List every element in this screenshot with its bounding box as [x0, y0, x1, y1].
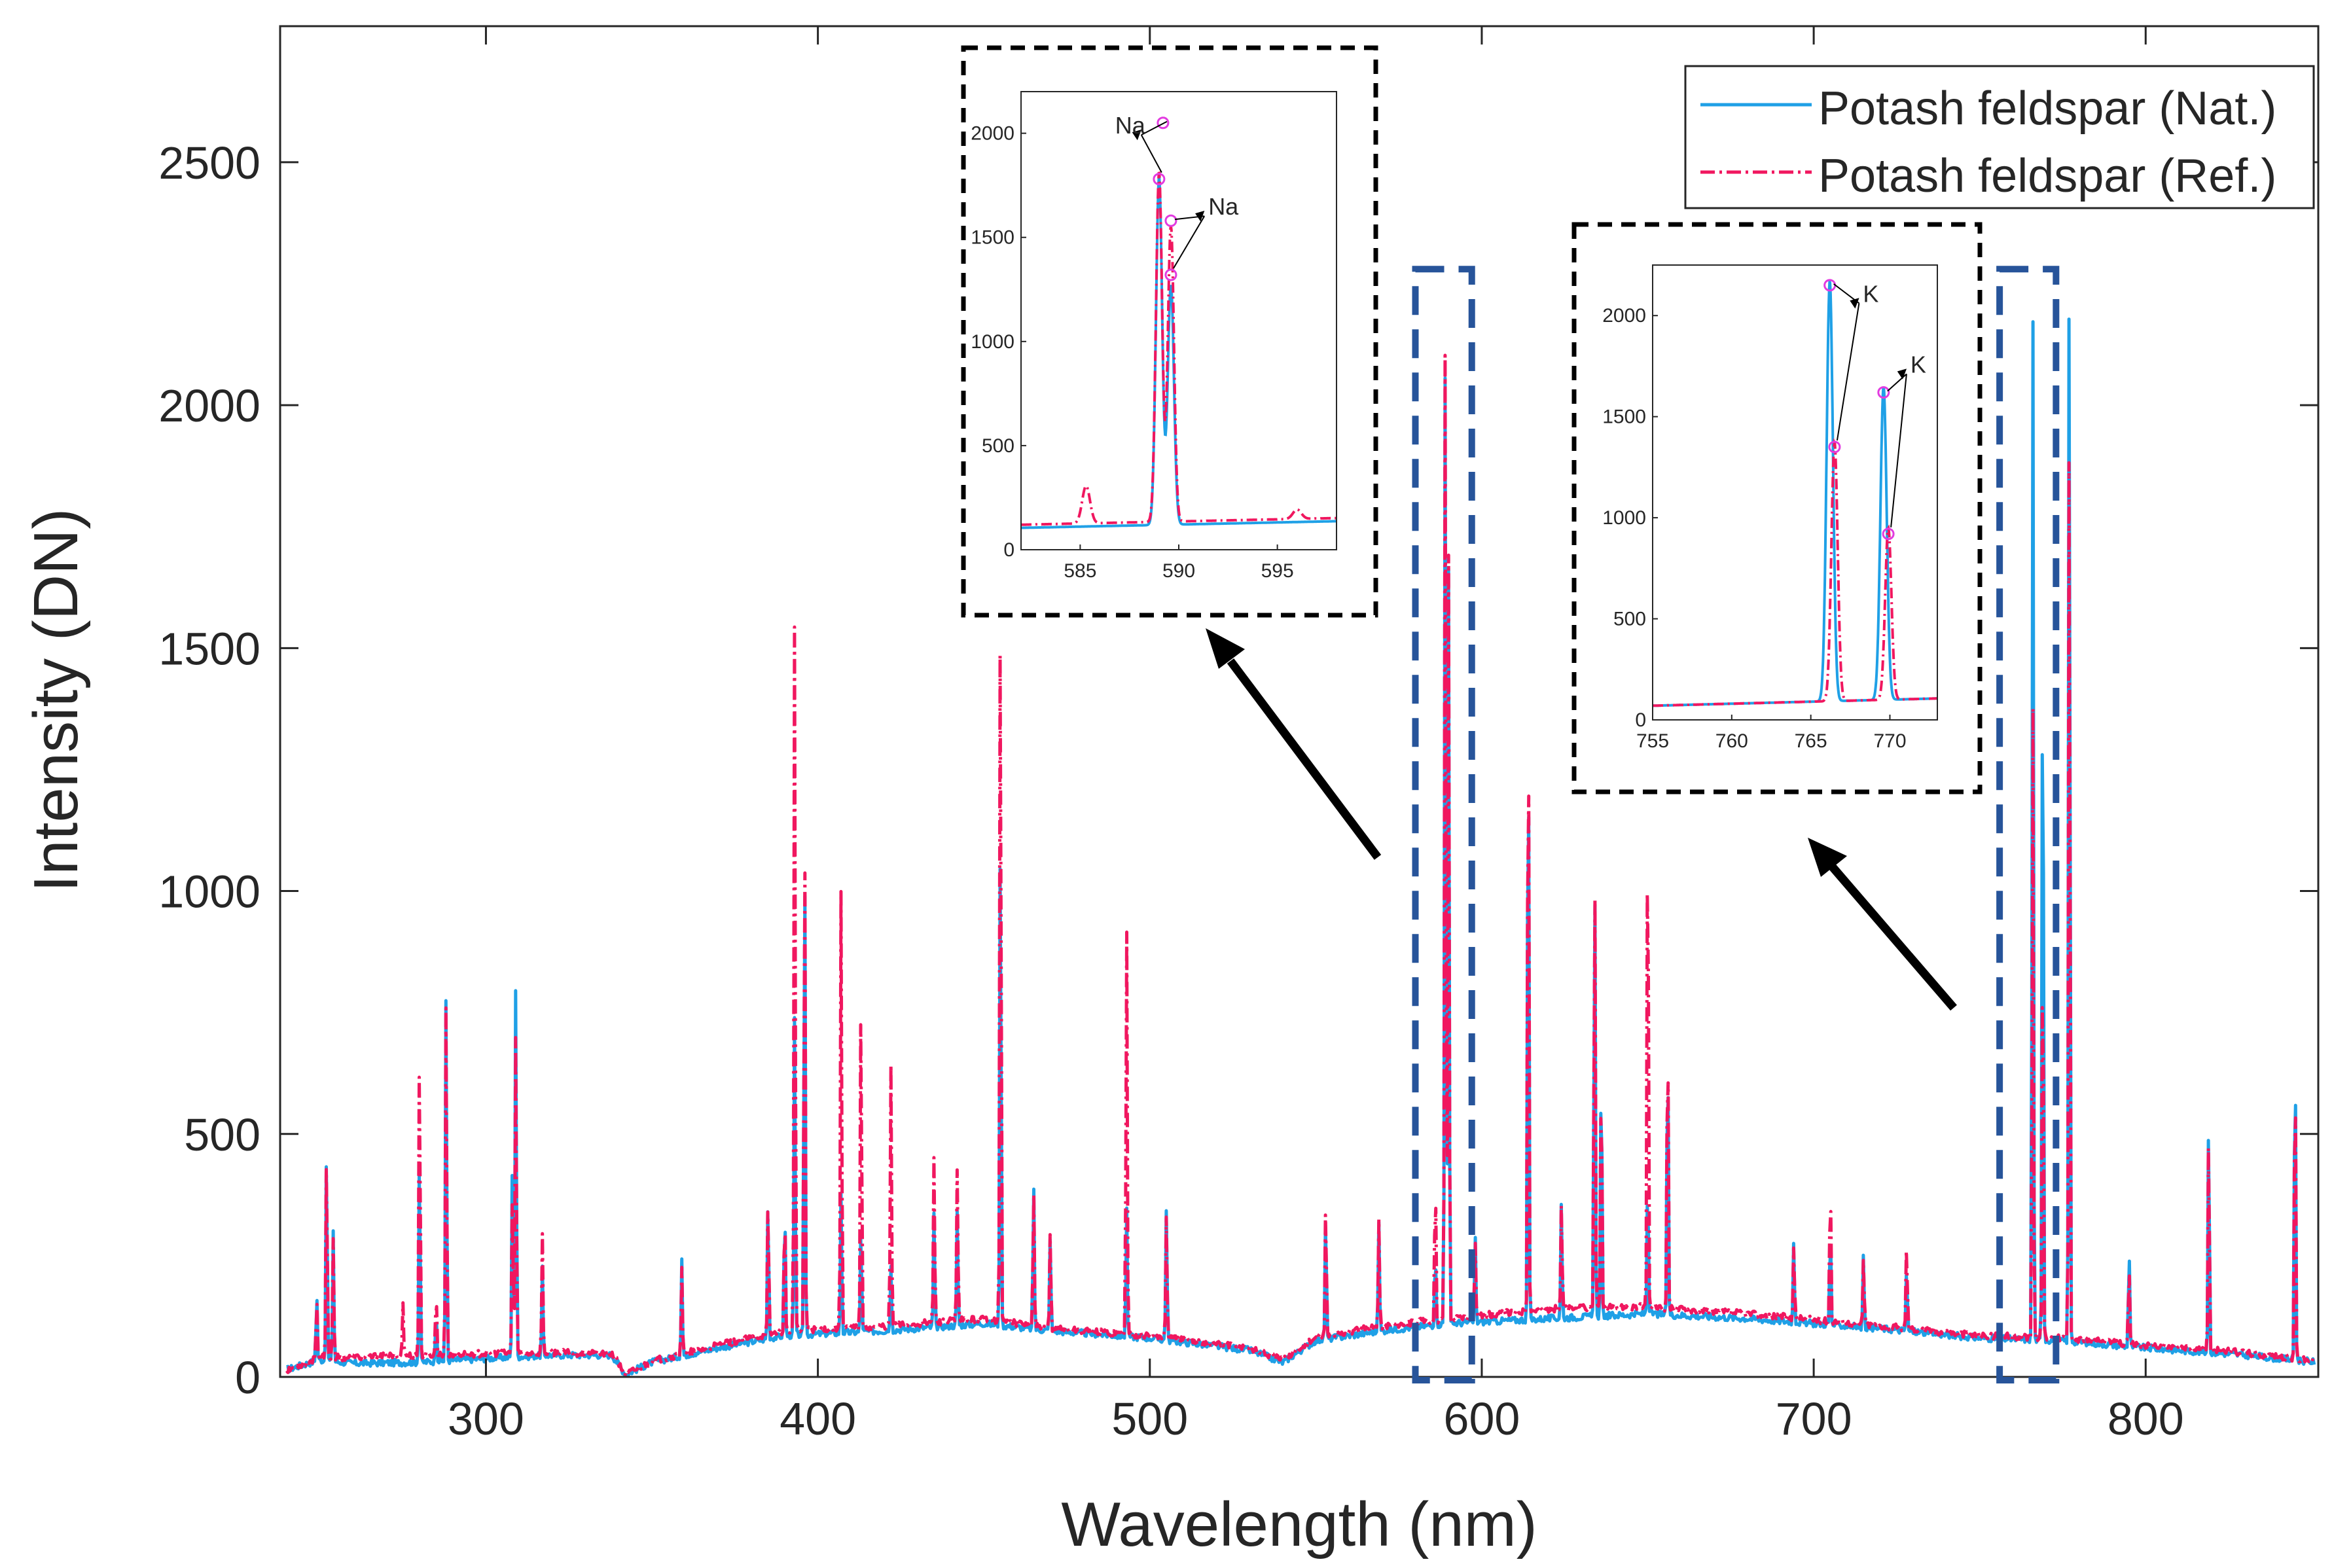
- inset-na-lines: 585 590 595 0 500 1000 1500 2000 Na Na: [961, 45, 1378, 618]
- zoom-box-k: [1996, 266, 2060, 1383]
- inset-k-annotations: KK: [1823, 279, 1926, 541]
- peak-marker-na: [1153, 173, 1166, 186]
- inset-y-tick-label: 1500: [971, 227, 1014, 249]
- inset-y-tick-label: 1000: [1602, 507, 1646, 529]
- inset-na-series-ref: [1021, 171, 1337, 526]
- inset-y-tick-label: 0: [1635, 709, 1646, 731]
- x-tick-label: 700: [1776, 1393, 1852, 1444]
- annotation-arrow-na: [1140, 134, 1162, 173]
- inset-y-tick-label: 500: [1613, 609, 1646, 630]
- annotation-arrowhead-na: [1195, 211, 1205, 222]
- inset-x-tick-label: 760: [1715, 730, 1748, 752]
- y-tick-label: 2500: [158, 137, 260, 188]
- inset-x-tick-label: 595: [1261, 560, 1294, 582]
- peak-marker-na: [1164, 214, 1177, 227]
- main-plot-area: [285, 317, 2316, 1377]
- peak-marker-na: [1164, 268, 1177, 281]
- inset-y-tick-label: 2000: [971, 123, 1014, 145]
- inset-y-tick-label: 2000: [1602, 305, 1646, 327]
- inset-x-tick-label: 755: [1636, 730, 1669, 752]
- peak-marker-k: [1882, 527, 1895, 541]
- y-tick-label: 2000: [158, 380, 260, 431]
- inset-na-annotations: Na Na: [1115, 112, 1239, 281]
- element-label-na: Na: [1208, 193, 1239, 220]
- x-tick-label: 300: [448, 1393, 524, 1444]
- inset-x-tick-label: 590: [1162, 560, 1195, 582]
- annotation-arrowhead-k: [1850, 298, 1859, 309]
- inset-arrow-na: [1206, 628, 1382, 860]
- peak-marker-k: [1877, 386, 1890, 399]
- annotation-arrowhead-na: [1132, 130, 1141, 141]
- y-tick-label: 1500: [158, 623, 260, 674]
- x-tick-label: 800: [2108, 1393, 2184, 1444]
- inset-y-tick-label: 500: [982, 435, 1014, 457]
- element-label-k: K: [1911, 351, 1926, 378]
- inset-k-axes: 755 760 765 770 0 500 1000 1500 2000: [1602, 305, 1906, 752]
- inset-k-axes-box: [1652, 264, 1938, 721]
- y-tick-label: 0: [235, 1352, 260, 1403]
- x-tick-label: 400: [780, 1393, 856, 1444]
- zoom-region-boxes: [1412, 266, 2060, 1383]
- legend: Potash feldspar (Nat.) Potash feldspar (…: [1684, 65, 2315, 209]
- inset-arrow-k: [1808, 838, 1957, 1011]
- peak-marker-k: [1828, 440, 1841, 454]
- x-tick-label: 500: [1111, 1393, 1188, 1444]
- inset-y-tick-label: 1000: [971, 331, 1014, 353]
- annotation-arrow-k: [1890, 374, 1907, 527]
- x-axis: 300 400 500 600 700 800: [448, 26, 2184, 1444]
- main-axes-box: [279, 25, 2320, 1378]
- element-label-na: Na: [1115, 112, 1146, 139]
- annotation-arrow-na: [1173, 215, 1206, 269]
- y-axis: 0 500 1000 1500 2000 2500: [158, 137, 2318, 1403]
- x-axis-label: Wavelength (nm): [1061, 1489, 1537, 1559]
- inset-k-series-ref: [1653, 438, 1937, 707]
- legend-label-nat: Potash feldspar (Nat.): [1818, 82, 2276, 135]
- legend-label-ref: Potash feldspar (Ref.): [1818, 150, 2276, 202]
- inset-y-tick-label: 0: [1003, 539, 1014, 561]
- legend-box: [1684, 65, 2315, 209]
- inset-k-frame: [1571, 222, 1983, 794]
- x-tick-label: 600: [1444, 1393, 1520, 1444]
- inset-x-tick-label: 765: [1795, 730, 1827, 752]
- annotation-arrow-k: [1836, 303, 1860, 441]
- peak-marker-na: [1157, 116, 1170, 130]
- element-label-k: K: [1863, 280, 1878, 307]
- inset-na-axes: 585 590 595 0 500 1000 1500 2000: [971, 123, 1293, 582]
- series-line-ref: [285, 353, 2315, 1377]
- inset-y-tick-label: 1500: [1602, 406, 1646, 428]
- annotation-arrowhead-k: [1897, 368, 1907, 380]
- y-tick-label: 1000: [158, 866, 260, 918]
- inset-x-tick-label: 770: [1873, 730, 1906, 752]
- y-tick-label: 500: [184, 1109, 260, 1160]
- annotation-arrow-na: [1141, 120, 1168, 135]
- zoom-box-na: [1412, 266, 1475, 1383]
- inset-x-tick-label: 585: [1064, 560, 1096, 582]
- y-axis-label: Intensity (DN): [21, 508, 91, 893]
